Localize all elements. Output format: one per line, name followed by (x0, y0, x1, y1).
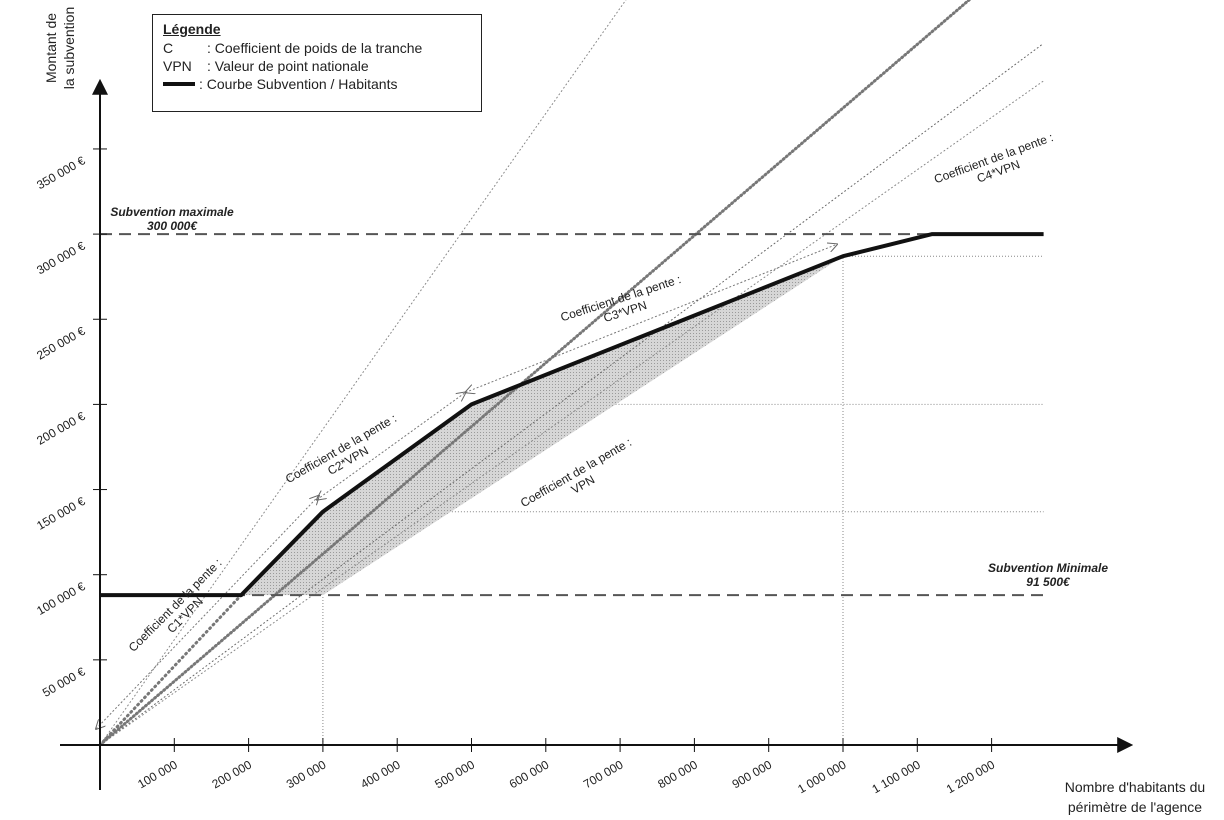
legend-item: VPN : Valeur de point nationale (163, 57, 471, 75)
y-ticks: 50 000 € 100 000 € 150 000 € 200 000 € 250 0… (34, 148, 107, 700)
x-axis-title-line1: Nombre d'habitants du (1065, 779, 1205, 795)
slope-arrow (466, 244, 838, 392)
x-tick-label: 200 000 (210, 757, 255, 791)
legend-text: : Valeur de point nationale (207, 58, 369, 74)
slope-arrows (96, 244, 837, 729)
x-tick-label: 400 000 (358, 757, 403, 791)
x-tick-label: 500 000 (432, 757, 477, 791)
x-tick-label: 1 000 000 (795, 757, 849, 796)
legend-item: : Courbe Subvention / Habitants (163, 75, 471, 93)
y-tick-label: 250 000 € (34, 324, 88, 363)
legend: Légende C : Coefficient de poids de la t… (152, 14, 482, 112)
y-tick-label: 300 000 € (34, 238, 88, 277)
x-axis-title-line2: périmètre de l'agence (1068, 799, 1202, 815)
y-tick-label: 50 000 € (40, 664, 88, 700)
slope-line (99, 42, 1045, 746)
min-label-line2: 91 500€ (1026, 575, 1071, 589)
series-line-subvention (100, 232, 1044, 598)
legend-key: C (163, 40, 174, 56)
y-tick-label: 200 000 € (34, 409, 88, 448)
y-tick-label: 100 000 € (34, 579, 88, 618)
shaded-area (241, 256, 843, 596)
x-tick-label: 800 000 (655, 757, 700, 791)
x-tick-label: 700 000 (581, 757, 626, 791)
x-tick-label: 1 100 000 (870, 757, 924, 796)
legend-line-swatch (163, 82, 195, 86)
legend-text: : Courbe Subvention / Habitants (199, 76, 398, 92)
min-label-line1: Subvention Minimale (988, 561, 1108, 575)
legend-item: C : Coefficient de poids de la tranche (163, 39, 471, 57)
y-axis-title-line2: la subvention (61, 7, 77, 90)
legend-title: Légende (163, 21, 221, 37)
x-tick-label: 900 000 (730, 757, 775, 791)
slope-arrow (317, 392, 466, 499)
x-tick-label: 1 200 000 (944, 757, 998, 796)
slope-line (99, 80, 1045, 746)
x-ticks: 100 000 200 000 300 000 400 000 500 000 600 0… (135, 738, 997, 796)
slope-label-c1-line1: Coefficient de la pente : (126, 556, 225, 655)
x-tick-label: 600 000 (507, 757, 552, 791)
y-tick-label: 350 000 € (34, 153, 88, 192)
axes (60, 78, 1134, 790)
legend-key: VPN (163, 58, 192, 74)
y-axis-title-line1: Montant de (43, 13, 59, 83)
y-tick-label: 150 000 € (34, 494, 88, 533)
max-label-line1: Subvention maximale (110, 205, 234, 219)
legend-text: : Coefficient de poids de la tranche (207, 40, 423, 56)
x-tick-label: 100 000 (135, 757, 180, 791)
x-tick-label: 300 000 (284, 757, 329, 791)
slope-arrow (96, 496, 319, 729)
max-label-line2: 300 000€ (147, 219, 198, 233)
